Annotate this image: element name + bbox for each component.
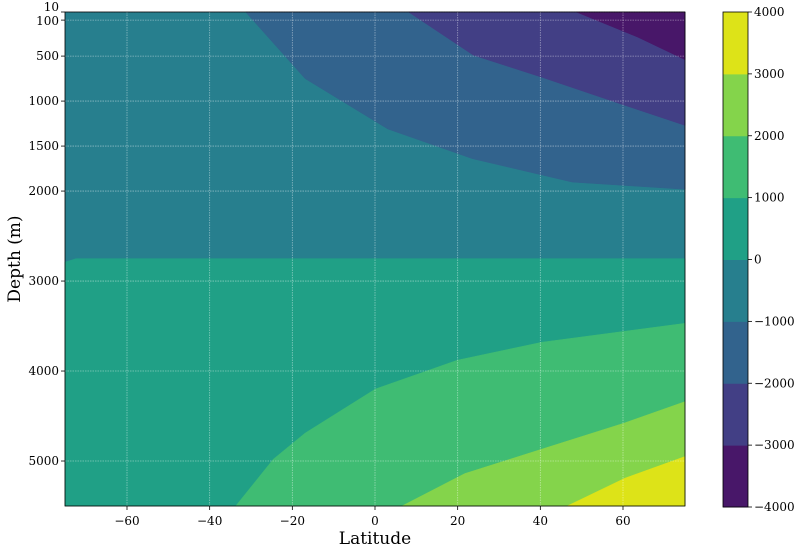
y-tick-label: 10 bbox=[44, 0, 59, 14]
colorbar-tick-label: −4000 bbox=[754, 500, 795, 514]
colorbar-tick-label: 2000 bbox=[754, 129, 785, 143]
x-tick-label: −60 bbox=[114, 514, 139, 528]
colorbar-segment bbox=[723, 445, 748, 508]
x-tick-label: 20 bbox=[450, 514, 465, 528]
y-axis-label: Depth (m) bbox=[5, 215, 25, 302]
x-tick-label: −40 bbox=[197, 514, 222, 528]
x-tick-label: −20 bbox=[280, 514, 305, 528]
y-tick-label: 100 bbox=[36, 14, 59, 28]
colorbar: −4000 −3000 −2000 −1000 0 1000 2000 3000 4000 bbox=[722, 5, 795, 514]
y-tick-label: 5000 bbox=[28, 454, 59, 468]
plot-area bbox=[64, 11, 686, 507]
y-tick-label: 4000 bbox=[28, 364, 59, 378]
colorbar-segment bbox=[723, 135, 748, 199]
colorbar-segment bbox=[723, 197, 748, 260]
colorbar-tick-label: 3000 bbox=[754, 67, 785, 81]
x-axis-ticks: −60 −40 −20 0 20 40 60 bbox=[114, 506, 631, 528]
colorbar-tick-label: −1000 bbox=[754, 314, 795, 328]
y-tick-label: 1500 bbox=[28, 139, 59, 153]
y-tick-label: 2000 bbox=[28, 184, 59, 198]
colorbar-segment bbox=[723, 12, 748, 75]
x-tick-label: 40 bbox=[533, 514, 548, 528]
colorbar-segment bbox=[723, 259, 748, 322]
colorbar-tick-label: 1000 bbox=[754, 191, 785, 205]
colorbar-tick-label: −3000 bbox=[754, 438, 795, 452]
colorbar-segment bbox=[723, 321, 748, 384]
x-axis-label: Latitude bbox=[339, 529, 411, 549]
y-tick-label: 1000 bbox=[28, 94, 59, 108]
y-tick-label: 500 bbox=[36, 49, 59, 63]
colorbar-segment bbox=[723, 73, 748, 137]
x-tick-label: 0 bbox=[371, 514, 379, 528]
y-tick-label: 3000 bbox=[28, 274, 59, 288]
colorbar-tick-label: 4000 bbox=[754, 5, 785, 19]
colorbar-tick-label: −2000 bbox=[754, 376, 795, 390]
colorbar-tick-label: 0 bbox=[754, 253, 762, 267]
x-tick-label: 60 bbox=[615, 514, 630, 528]
colorbar-segment bbox=[723, 383, 748, 446]
grid-lines bbox=[65, 11, 685, 506]
